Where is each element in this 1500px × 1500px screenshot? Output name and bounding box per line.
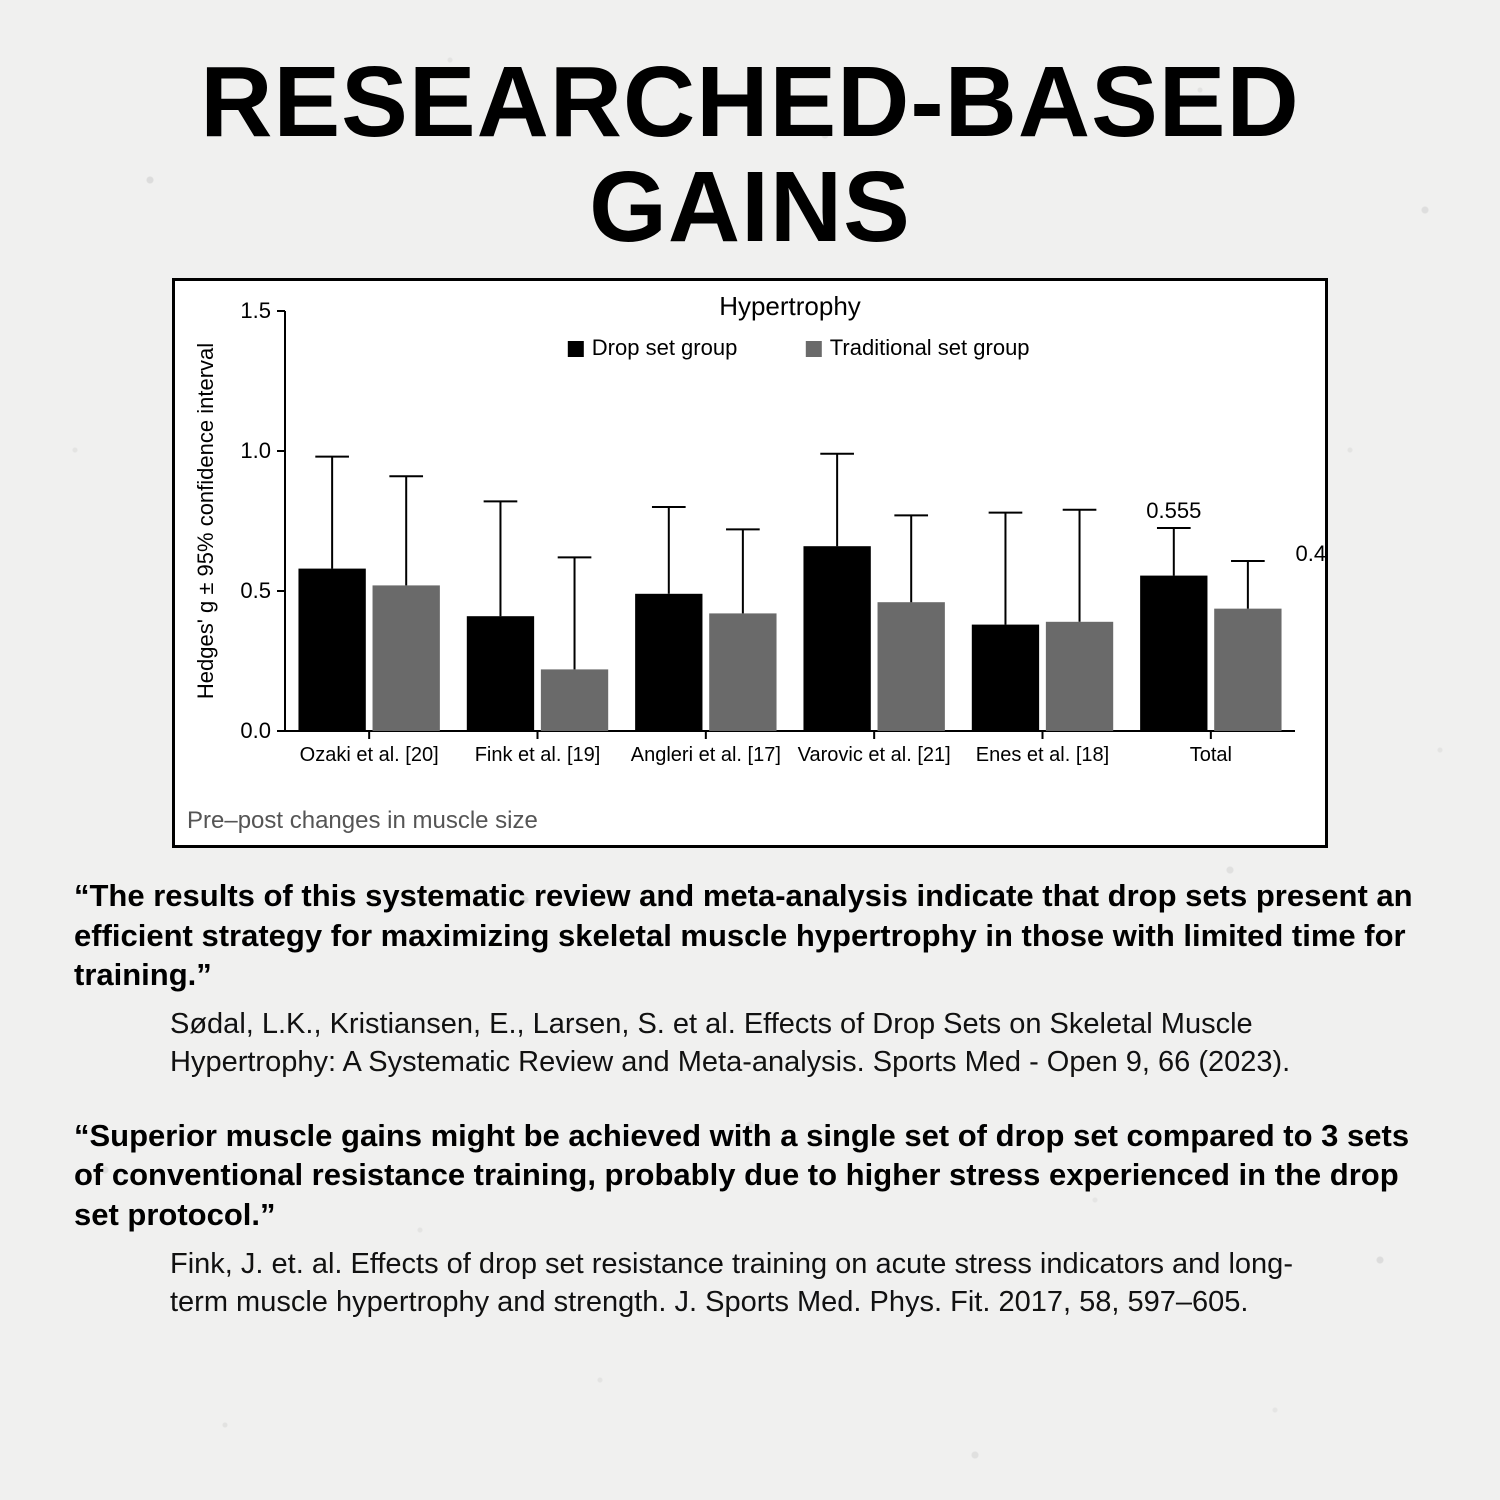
citation-2: Fink, J. et. al. Effects of drop set res…: [170, 1245, 1330, 1322]
quote-1: “The results of this systematic review a…: [74, 876, 1426, 995]
svg-text:Varovic et al. [21]: Varovic et al. [21]: [798, 744, 951, 766]
citation-1: Sødal, L.K., Kristiansen, E., Larsen, S.…: [170, 1005, 1330, 1082]
svg-text:Enes et al. [18]: Enes et al. [18]: [976, 744, 1109, 766]
svg-text:1.0: 1.0: [240, 438, 271, 463]
svg-text:0.437: 0.437: [1296, 541, 1325, 566]
svg-text:1.5: 1.5: [240, 298, 271, 323]
svg-text:Hypertrophy: Hypertrophy: [719, 291, 861, 321]
svg-text:0.5: 0.5: [240, 578, 271, 603]
quote-2: “Superior muscle gains might be achieved…: [74, 1116, 1426, 1235]
quotes-section: “The results of this systematic review a…: [70, 876, 1430, 1321]
svg-text:Drop set group: Drop set group: [592, 335, 738, 360]
svg-text:Hedges' g ± 95% confidence int: Hedges' g ± 95% confidence interval: [193, 343, 218, 699]
chart-frame: 0.0 0.5 1.0 1.5 Hedges' g ± 95% confidence i…: [172, 278, 1328, 848]
svg-text:0.555: 0.555: [1146, 498, 1201, 523]
chart-caption: Pre–post changes in muscle size: [175, 801, 1325, 845]
hypertrophy-chart: 0.0 0.5 1.0 1.5 Hedges' g ± 95% confidence i…: [175, 281, 1325, 801]
svg-text:0.0: 0.0: [240, 718, 271, 743]
svg-text:Angleri et al. [17]: Angleri et al. [17]: [631, 744, 781, 766]
svg-text:Fink et al. [19]: Fink et al. [19]: [475, 744, 601, 766]
page-title: RESEARCHED-BASED GAINS: [70, 50, 1430, 260]
svg-text:Ozaki et al. [20]: Ozaki et al. [20]: [300, 744, 439, 766]
svg-text:Traditional set group: Traditional set group: [830, 335, 1030, 360]
svg-text:Total: Total: [1190, 744, 1232, 766]
